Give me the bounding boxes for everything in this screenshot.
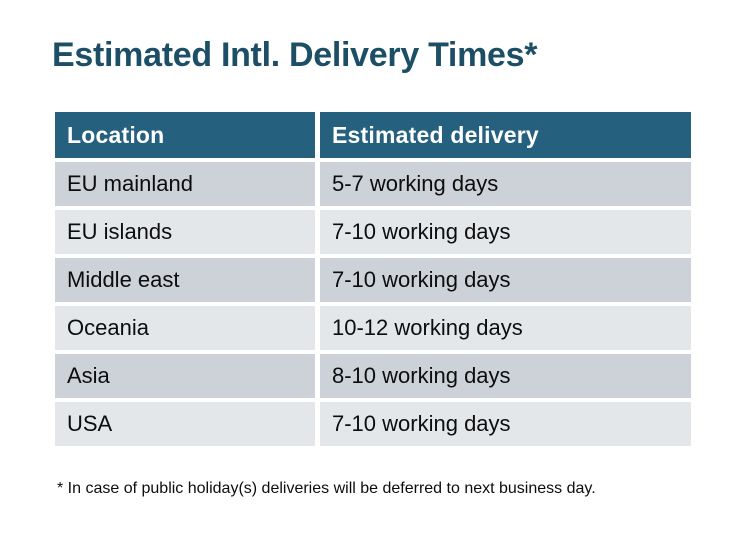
location-cell: USA: [55, 402, 315, 446]
page-title: Estimated Intl. Delivery Times*: [52, 36, 538, 74]
delivery-cell: 7-10 working days: [320, 258, 691, 302]
delivery-cell: 8-10 working days: [320, 354, 691, 398]
header-cell-location: Location: [55, 112, 315, 158]
location-cell: Asia: [55, 354, 315, 398]
location-cell: Middle east: [55, 258, 315, 302]
delivery-cell: 10-12 working days: [320, 306, 691, 350]
delivery-cell: 7-10 working days: [320, 402, 691, 446]
location-cell: EU islands: [55, 210, 315, 254]
delivery-times-table: Location Estimated delivery EU mainland …: [55, 112, 691, 446]
location-cell: Oceania: [55, 306, 315, 350]
delivery-cell: 5-7 working days: [320, 162, 691, 206]
footnote: * In case of public holiday(s) deliverie…: [57, 480, 596, 497]
header-cell-estimated-delivery: Estimated delivery: [320, 112, 691, 158]
location-cell: EU mainland: [55, 162, 315, 206]
delivery-cell: 7-10 working days: [320, 210, 691, 254]
